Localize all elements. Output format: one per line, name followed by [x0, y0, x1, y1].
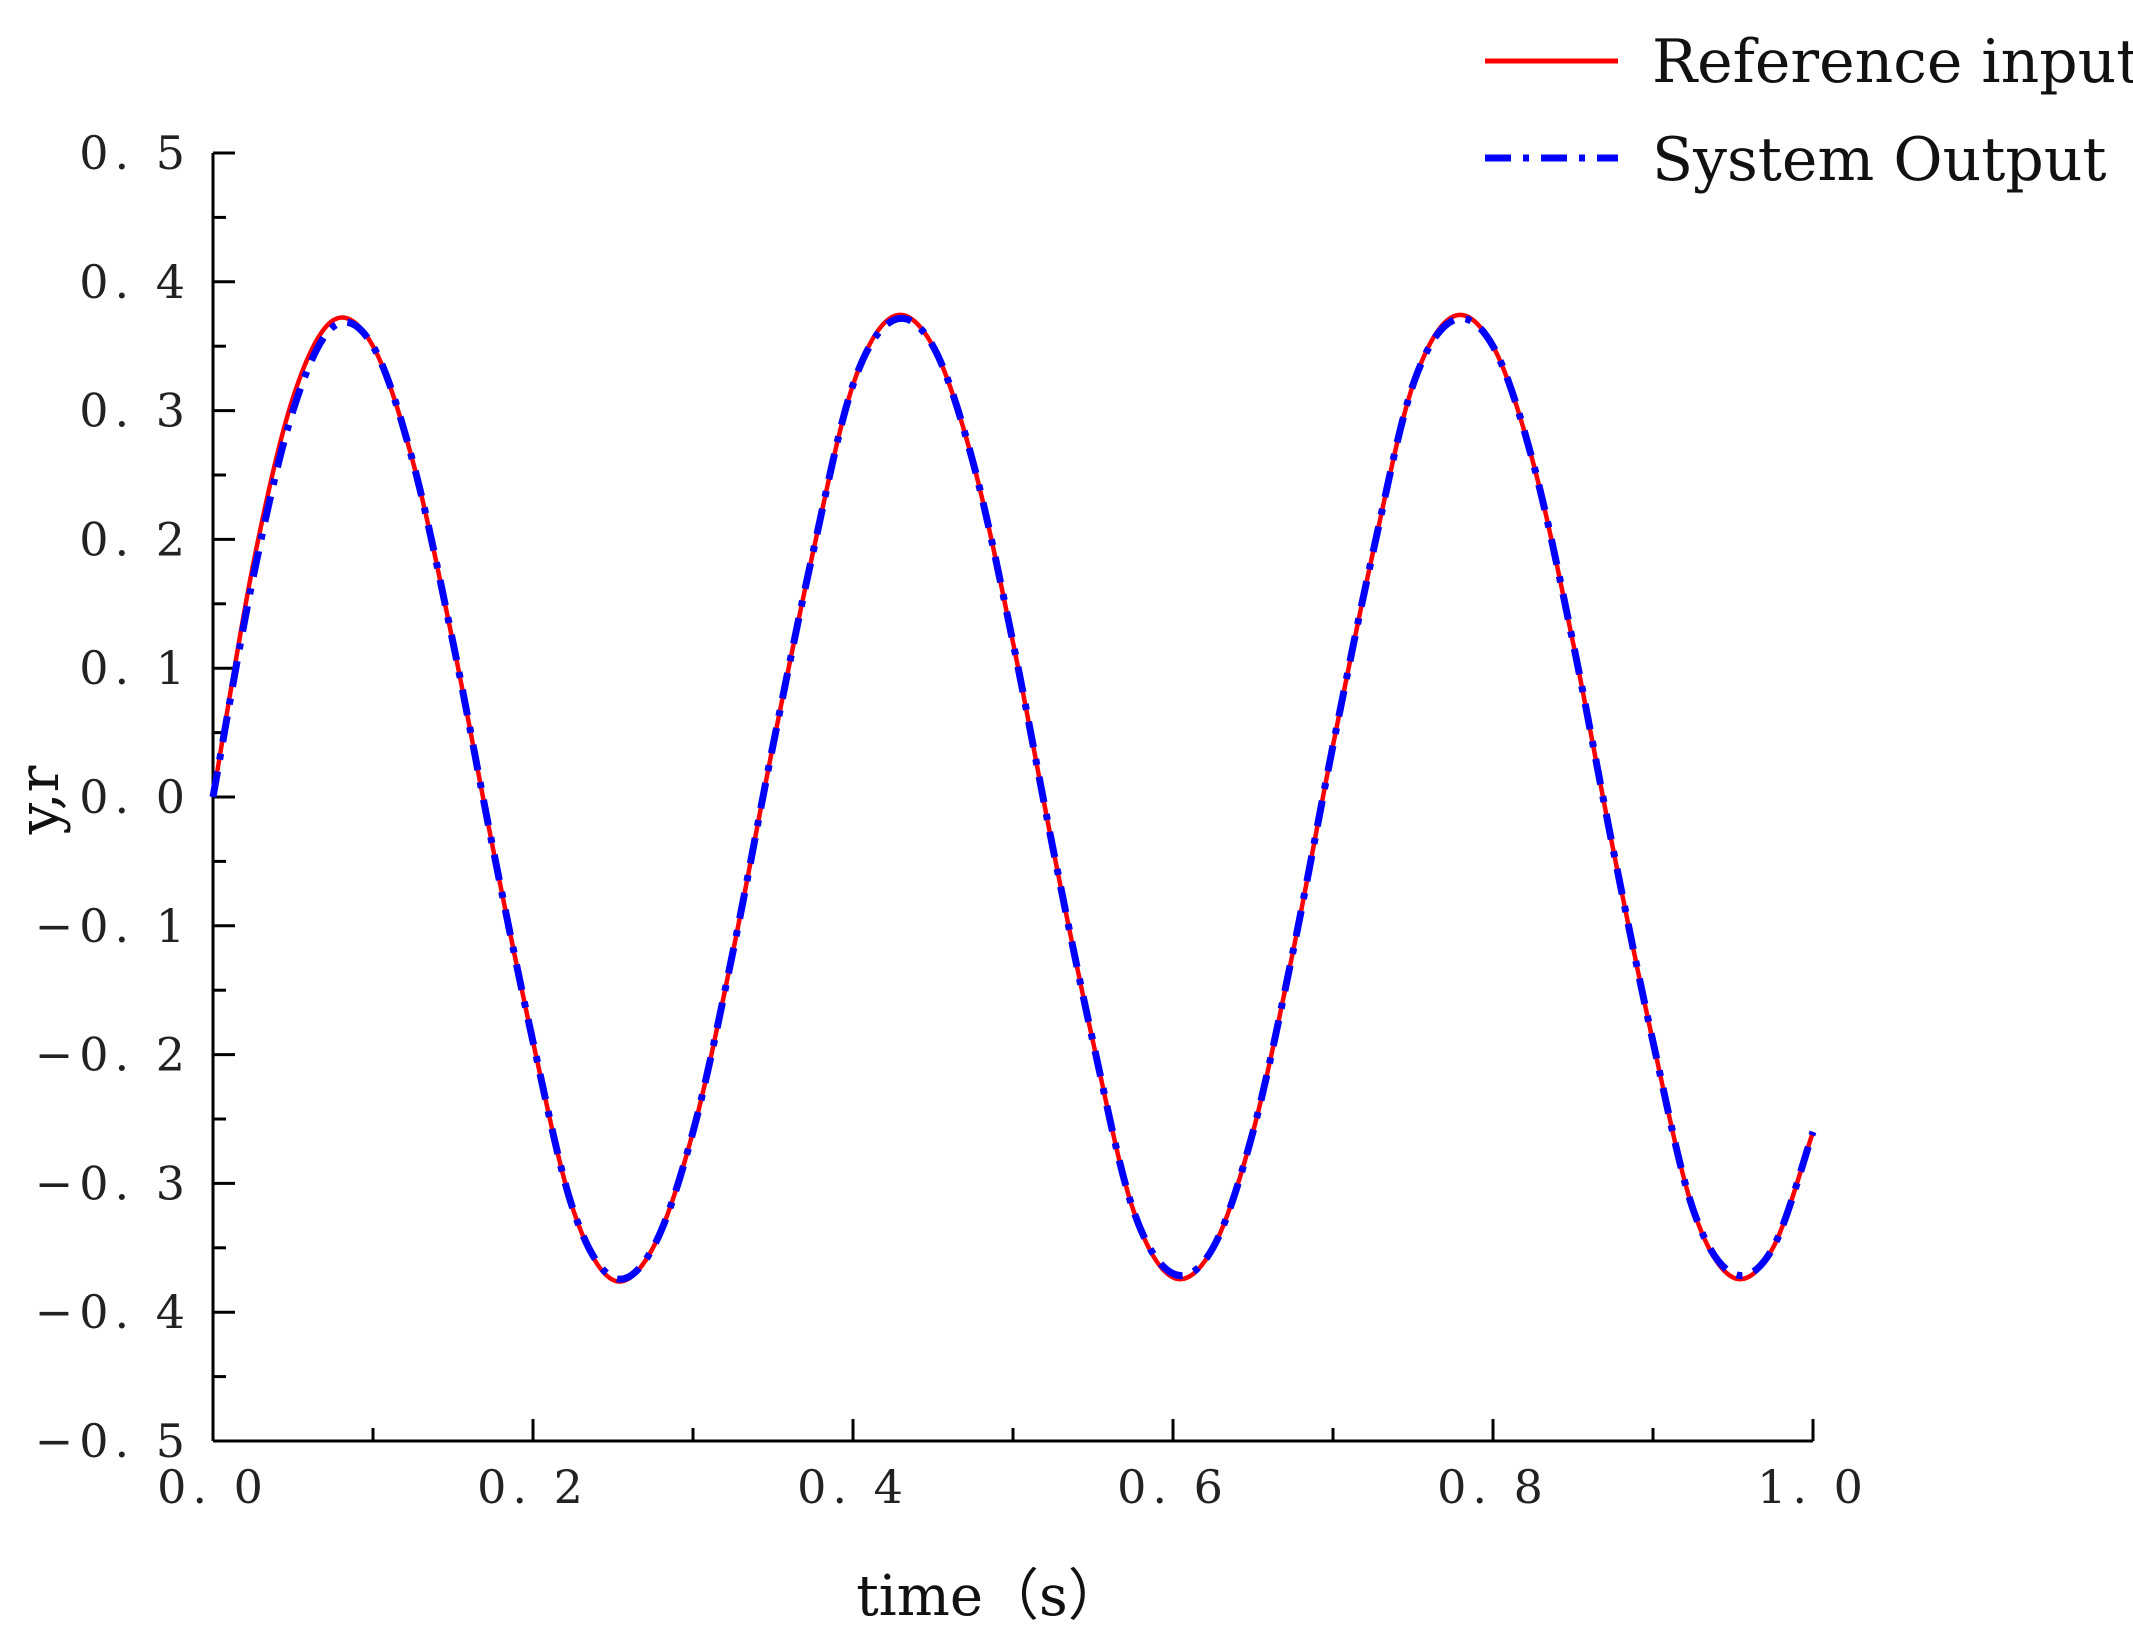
x-axis-ticks: 0. 0 0. 2 0. 4 0. 6 0. 8 1. 0 — [157, 1419, 1869, 1514]
y-tick-label: 0. 5 — [79, 126, 191, 180]
y-tick-label: −0. 4 — [35, 1285, 191, 1339]
x-axis-title: time（s） — [856, 1564, 1123, 1629]
x-tick-label: 0. 0 — [157, 1460, 269, 1514]
series-line-system-output — [209, 314, 1817, 1283]
y-tick-label: −0. 3 — [35, 1156, 191, 1210]
y-tick-label: 0. 0 — [79, 770, 191, 824]
y-tick-label: 0. 3 — [79, 384, 191, 438]
y-tick-label: −0. 1 — [35, 899, 191, 953]
y-axis-title: y,r — [7, 765, 72, 835]
x-tick-label: 0. 6 — [1117, 1460, 1229, 1514]
x-tick-label: 0. 4 — [797, 1460, 909, 1514]
y-axis-ticks: 0. 5 0. 4 0. 3 0. 2 0. 1 0. 0 −0. 1 −0. 2 −0. 3 −… — [35, 126, 235, 1468]
series-layer — [209, 312, 1817, 1284]
legend-label-system-output: System Output — [1652, 125, 2106, 195]
y-tick-label: 0. 4 — [79, 255, 191, 309]
legend: Reference input System Output — [1485, 27, 2133, 195]
axes — [211, 153, 1813, 1443]
x-tick-label: 0. 2 — [477, 1460, 589, 1514]
y-tick-label: 0. 2 — [79, 512, 191, 566]
y-tick-label: −0. 5 — [35, 1414, 191, 1468]
x-tick-label: 0. 8 — [1437, 1460, 1549, 1514]
series-line-reference-input — [210, 312, 1816, 1284]
x-tick-label: 1. 0 — [1757, 1460, 1869, 1514]
y-tick-label: 0. 1 — [79, 641, 191, 695]
legend-label-reference-input: Reference input — [1652, 27, 2133, 97]
y-tick-label: −0. 2 — [35, 1028, 191, 1082]
